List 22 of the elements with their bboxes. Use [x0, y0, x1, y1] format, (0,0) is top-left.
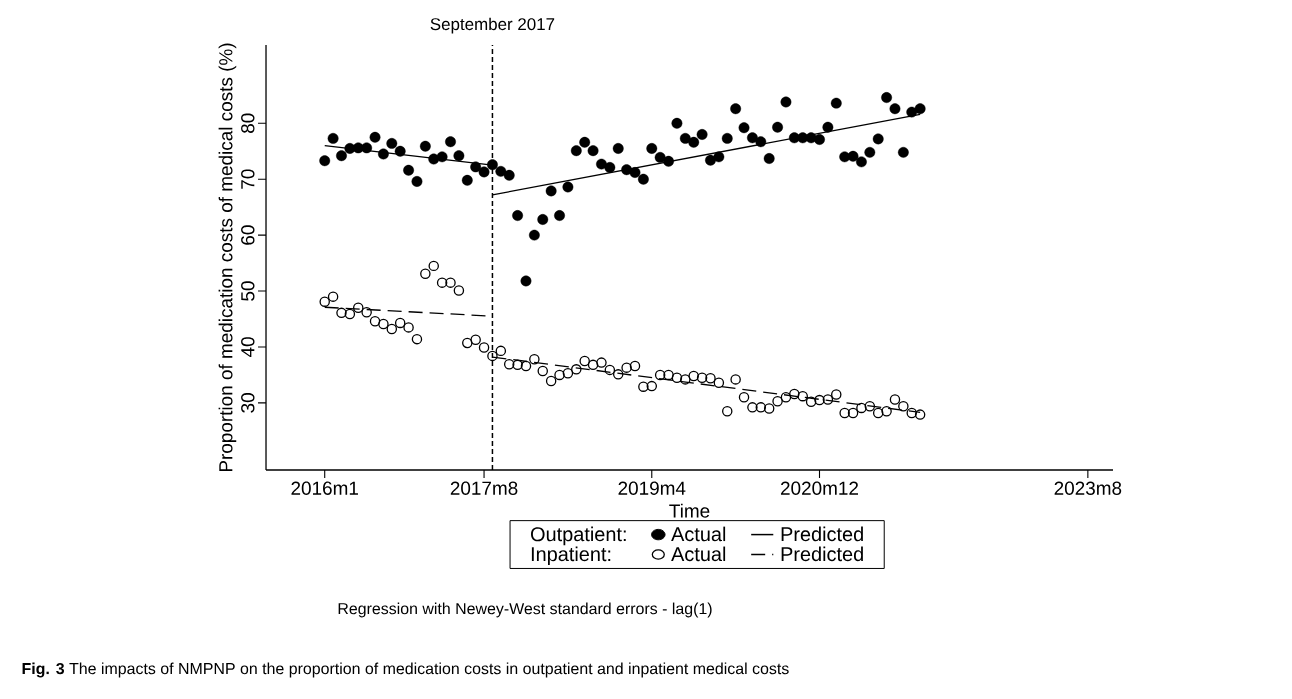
y-tick-label: 60 [241, 225, 255, 245]
legend-label: Predicted [781, 526, 863, 542]
x-tick-label: 2020m12 [780, 481, 858, 495]
text: Regression with Newey-West standard errors - lag(1) [338, 602, 712, 618]
y-tick-label: 80 [241, 113, 255, 133]
y-tick-label: 30 [241, 393, 255, 413]
x-axis-title: Time [669, 503, 710, 518]
legend-label: Actual [671, 546, 726, 562]
y-tick-label: 50 [241, 281, 255, 301]
y-axis-title: Proportion of medication costs of medical costs (%) [218, 43, 237, 472]
y-tick-label: 40 [241, 337, 255, 358]
ref-line-label: September 2017 [430, 17, 555, 34]
text: Outpatient: [530, 526, 626, 546]
legend-label: Actual [671, 526, 726, 542]
y-tick-label: 70 [241, 169, 255, 189]
text: Inpatient: [531, 546, 611, 566]
x-tick-label: 2023m8 [1054, 481, 1122, 495]
x-tick-label: 2019m4 [618, 481, 686, 495]
x-tick-label: 2016m1 [291, 481, 358, 495]
x-tick-label: 2017m8 [450, 481, 518, 495]
legend-label: Predicted [781, 546, 863, 562]
text: Fig. 3 The impacts of NMPNP on the proportion of medication costs in outpatient and inpatient medical costs [22, 662, 789, 678]
